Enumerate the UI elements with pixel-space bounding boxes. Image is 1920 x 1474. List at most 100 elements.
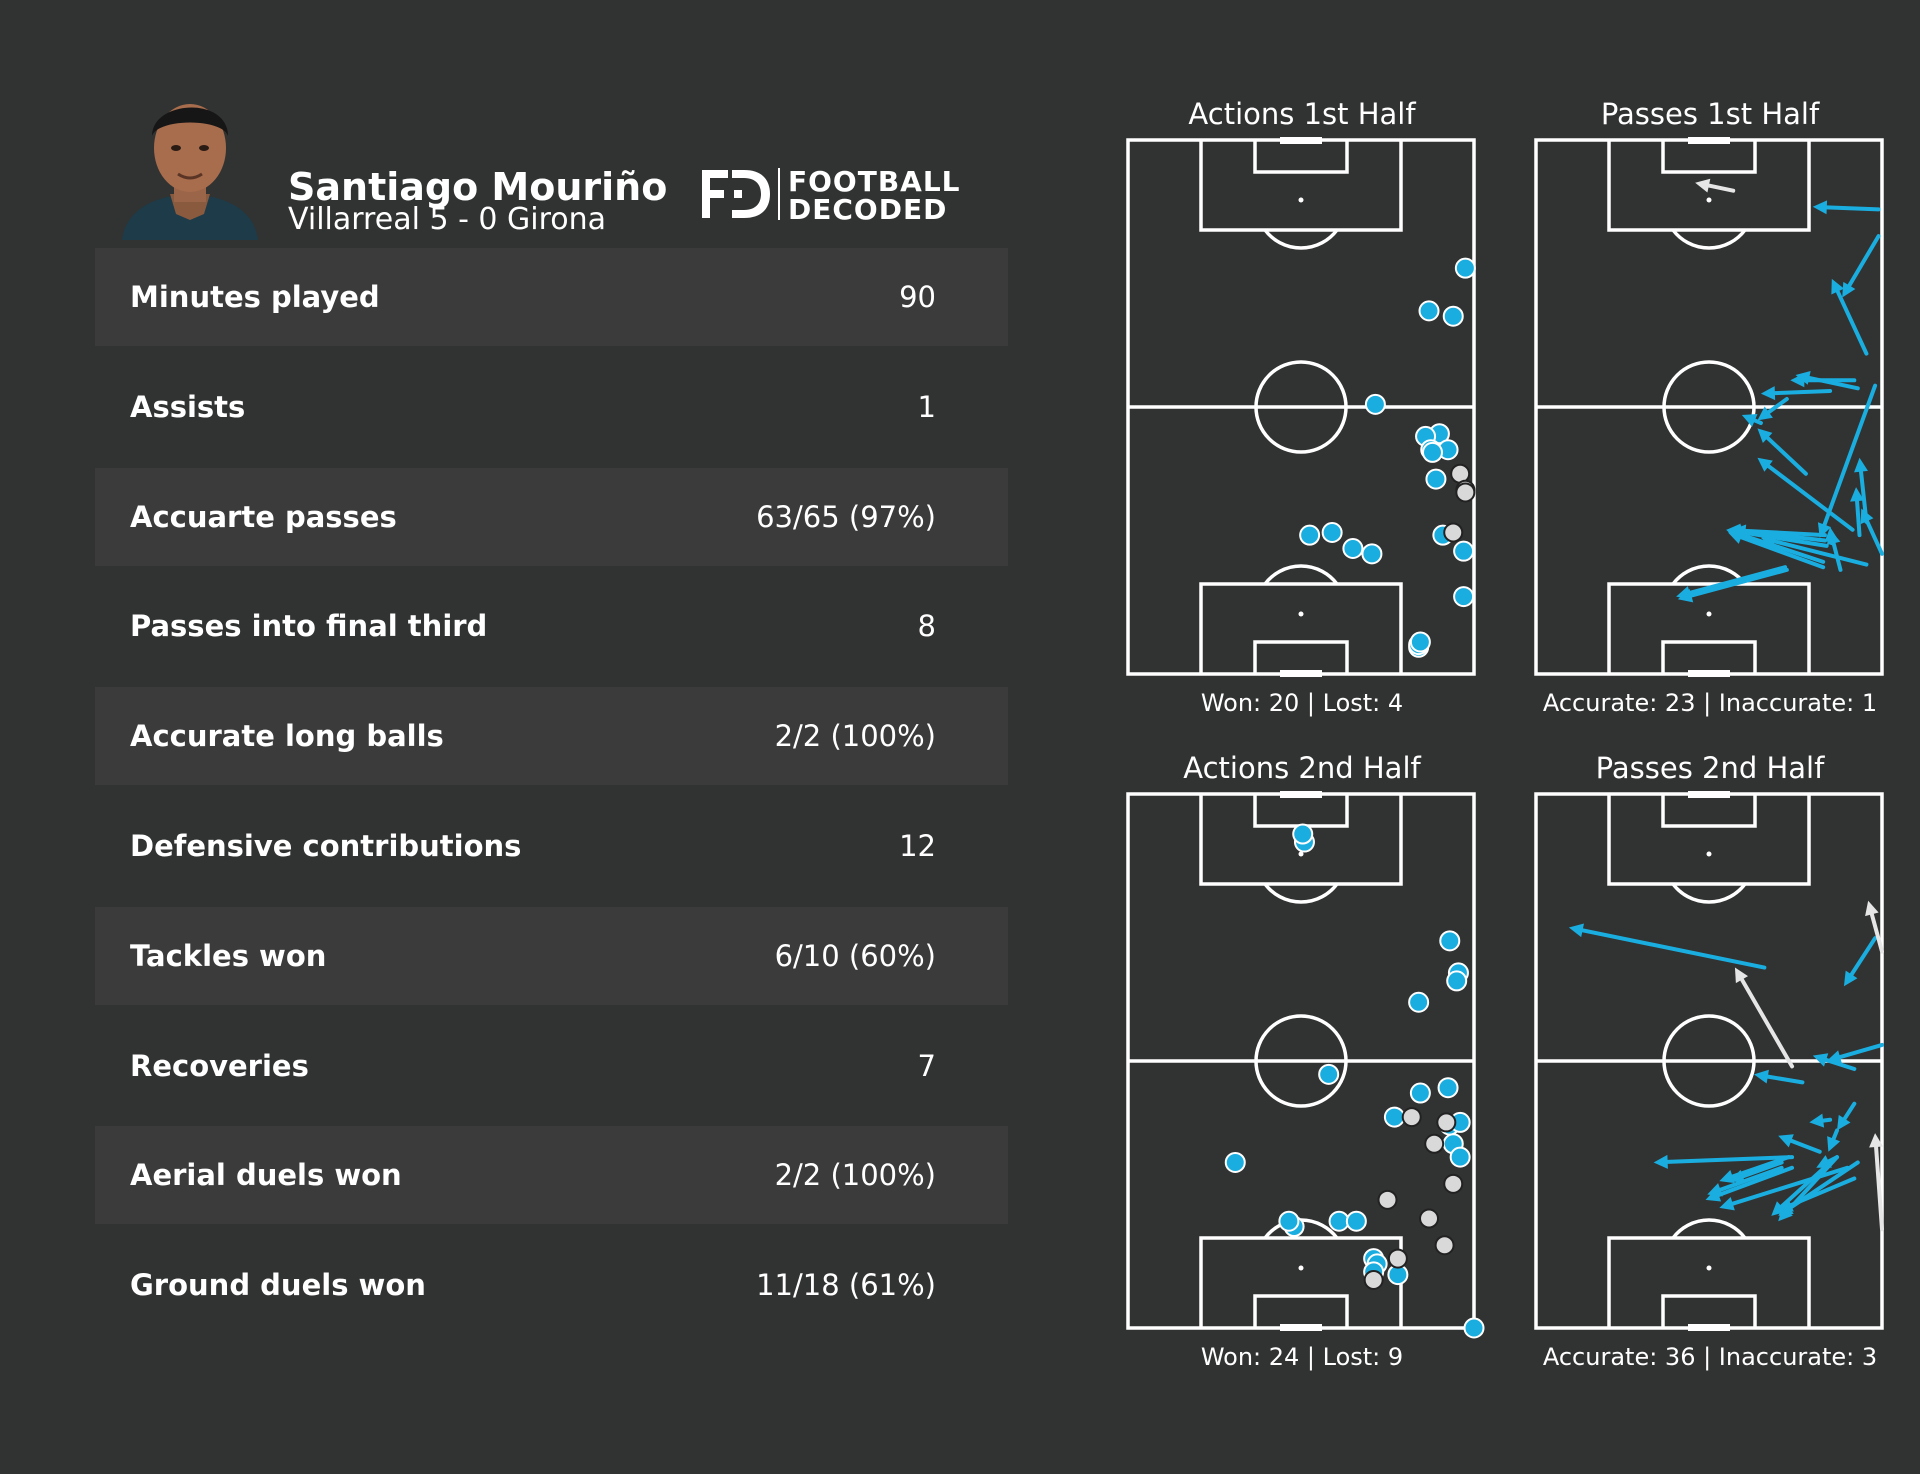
centre-circle <box>1254 1014 1348 1108</box>
accurate-pass-arrow <box>1726 525 1829 548</box>
accurate-pass-arrow <box>1757 457 1855 532</box>
inaccurate-pass-arrow-head <box>1695 178 1711 193</box>
six-yard-box-top <box>1661 794 1757 828</box>
action-won-marker <box>1421 441 1443 463</box>
six-yard-box-bottom <box>1253 1294 1349 1328</box>
accurate-pass-arrow <box>1753 1069 1805 1085</box>
action-lost-marker <box>1436 1112 1457 1133</box>
action-won-marker <box>1453 540 1475 562</box>
six-yard-box-bottom <box>1253 640 1349 674</box>
action-won-marker <box>1361 543 1383 565</box>
stat-row-assists: Assists 1 <box>95 358 1008 456</box>
pass-arrows <box>1676 178 1884 603</box>
accurate-pass-arrow <box>1719 1155 1791 1184</box>
player-photo <box>122 104 258 240</box>
accurate-pass-arrow-shaft <box>1779 1160 1833 1209</box>
action-lost-marker <box>1424 1133 1445 1154</box>
accurate-pass-arrow-head <box>1760 386 1776 401</box>
inaccurate-pass-arrow-shaft <box>1739 977 1795 1069</box>
accurate-pass-arrow-head <box>1719 1169 1735 1184</box>
accurate-pass-arrow-head <box>1726 525 1742 539</box>
accurate-pass-arrow <box>1778 1176 1857 1212</box>
accurate-pass-arrow-head <box>1809 1113 1825 1128</box>
accurate-pass-arrow-shaft <box>1838 1042 1884 1060</box>
goal-bottom <box>1280 1324 1322 1331</box>
six-yard-box-bottom <box>1661 1294 1757 1328</box>
action-won-marker <box>1292 823 1314 845</box>
accurate-pass-arrow <box>1812 200 1881 215</box>
accurate-pass-arrow <box>1831 278 1869 356</box>
stat-row-final-third: Passes into final third 8 <box>95 577 1008 675</box>
inaccurate-pass-arrow-head <box>1865 900 1879 917</box>
accurate-pass-arrow-shaft <box>1855 499 1862 538</box>
action-won-marker <box>1409 631 1431 653</box>
stat-label: Recoveries <box>130 1048 309 1083</box>
accurate-pass-arrow-shaft <box>1824 205 1881 212</box>
passes-1st-half-panel: Passes 1st Half Accurate: 23 | Inaccurat… <box>1500 94 1920 718</box>
inaccurate-pass-arrow-head <box>1869 1133 1884 1148</box>
penalty-arc-bottom <box>1671 1218 1747 1240</box>
accurate-pass-arrow-head <box>1568 923 1584 938</box>
accurate-pass-arrow-head <box>1778 1134 1794 1148</box>
penalty-box-top <box>1607 140 1811 232</box>
penalty-arc-bottom <box>1263 564 1339 586</box>
goal-bottom <box>1688 670 1730 677</box>
action-lost-marker <box>1434 1235 1455 1256</box>
match-result: Villarreal 5 - 0 Girona <box>288 202 607 237</box>
accurate-pass-arrow-shaft <box>1822 383 1878 527</box>
accurate-pass-arrow-shaft <box>1752 418 1763 426</box>
stat-label: Assists <box>130 389 246 424</box>
action-won-marker <box>1408 991 1430 1013</box>
accurate-pass-arrow <box>1842 234 1881 298</box>
accurate-pass-arrow-shaft <box>1689 567 1789 598</box>
accurate-pass-arrow-shaft <box>1716 1165 1795 1197</box>
six-yard-box-bottom <box>1661 640 1757 674</box>
action-won-marker <box>1299 524 1321 546</box>
action-won-marker <box>1425 468 1447 490</box>
stat-label: Aerial duels won <box>130 1158 402 1193</box>
accurate-pass-arrow-shaft <box>1730 1165 1850 1206</box>
action-won-marker <box>1278 1210 1300 1232</box>
inaccurate-pass-arrow <box>1734 967 1795 1069</box>
stat-value: 63/65 (97%) <box>756 499 936 534</box>
logo-text: FOOTBALL DECODED <box>788 168 961 224</box>
penalty-spot-top <box>1706 197 1712 203</box>
action-won-marker <box>1442 305 1464 327</box>
stat-value: 1 <box>917 389 936 424</box>
action-lost-marker <box>1443 1173 1464 1194</box>
logo-line-2: DECODED <box>788 193 948 226</box>
accurate-pass-arrow-head <box>1850 487 1865 502</box>
pitch-caption: Accurate: 23 | Inaccurate: 1 <box>1542 689 1878 717</box>
passes-2nd-half-pitch <box>1534 791 1884 1331</box>
penalty-box-bottom <box>1607 1236 1811 1328</box>
goal-top <box>1280 791 1322 798</box>
six-yard-box-top <box>1253 794 1349 828</box>
stat-row-tackles: Tackles won 6/10 (60%) <box>95 906 1008 1005</box>
accurate-pass-arrow-shaft <box>1824 1057 1857 1072</box>
stat-value: 2/2 (100%) <box>774 719 936 754</box>
action-lost-marker <box>1363 1269 1384 1290</box>
penalty-box-top <box>1199 140 1403 232</box>
action-lost-marker <box>1401 1107 1422 1128</box>
actions-2nd-half-panel: Actions 2nd Half Won: 24 | Lost: 9 <box>1092 748 1512 1372</box>
penalty-spot-bottom <box>1706 1265 1712 1271</box>
six-yard-box-top <box>1253 140 1349 174</box>
penalty-spot-bottom <box>1298 611 1304 617</box>
action-won-marker <box>1439 930 1461 952</box>
accurate-pass-arrow <box>1812 1053 1857 1072</box>
action-won-marker <box>1449 1146 1471 1168</box>
accurate-pass-arrow-head <box>1677 588 1694 603</box>
stats-table: Minutes played 90 Assists 1 Accuarte pas… <box>95 248 1008 1346</box>
stat-value: 7 <box>917 1048 936 1083</box>
inaccurate-pass-arrow-head <box>1734 967 1749 984</box>
penalty-box-top <box>1199 794 1403 886</box>
action-won-marker <box>1328 1210 1350 1232</box>
penalty-arc-top <box>1671 228 1747 250</box>
pitch-title: Actions 2nd Half <box>1183 751 1421 785</box>
action-lost-marker <box>1387 1248 1408 1269</box>
accurate-pass-arrow-shaft <box>1580 928 1767 970</box>
penalty-arc-top <box>1671 882 1747 904</box>
accurate-pass-arrow-shaft <box>1766 396 1789 415</box>
accurate-pass-arrow-head <box>1854 457 1868 473</box>
action-won-marker <box>1342 538 1364 560</box>
